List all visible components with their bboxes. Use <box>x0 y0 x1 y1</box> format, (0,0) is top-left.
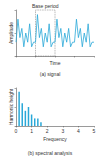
svg-text:Time: Time <box>50 60 61 66</box>
svg-text:(b) spectral analysis: (b) spectral analysis <box>28 150 73 156</box>
svg-text:Base period: Base period <box>32 3 59 9</box>
svg-text:4: 4 <box>77 128 80 134</box>
svg-text:3: 3 <box>61 128 64 134</box>
svg-text:5: 5 <box>93 128 96 134</box>
svg-text:0: 0 <box>15 128 18 134</box>
svg-text:Harmonic height: Harmonic height <box>8 88 14 125</box>
svg-text:(a) signal: (a) signal <box>40 71 61 77</box>
svg-text:1: 1 <box>30 128 33 134</box>
svg-text:2: 2 <box>46 128 49 134</box>
svg-text:Frequency: Frequency <box>43 136 67 142</box>
svg-text:Amplitude: Amplitude <box>8 22 14 44</box>
